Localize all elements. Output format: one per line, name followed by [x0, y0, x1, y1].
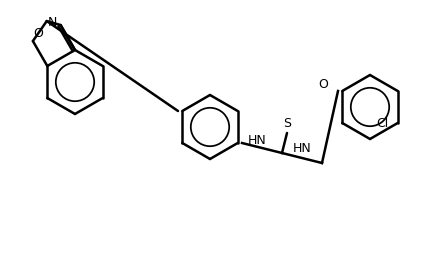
- Text: O: O: [33, 26, 43, 40]
- Text: O: O: [318, 78, 327, 91]
- Text: HN: HN: [292, 142, 311, 154]
- Text: HN: HN: [247, 133, 266, 146]
- Text: N: N: [48, 16, 57, 29]
- Text: S: S: [283, 116, 290, 130]
- Text: Cl: Cl: [376, 116, 388, 130]
